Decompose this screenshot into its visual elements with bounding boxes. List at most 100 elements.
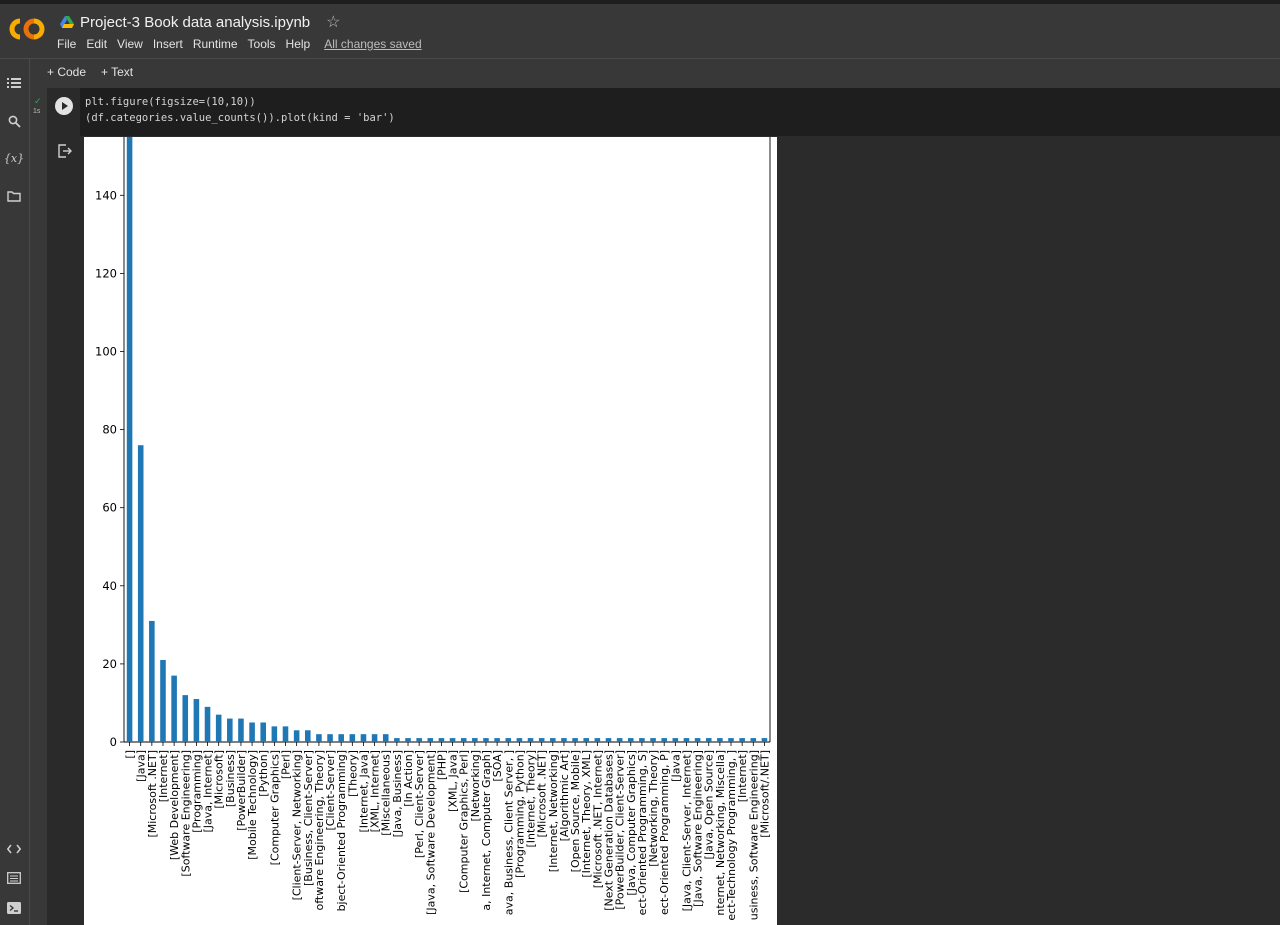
x-tick-label: [Web Development] <box>168 750 181 860</box>
bar <box>249 722 255 742</box>
x-tick-label: [PowerBuilder] <box>235 750 248 831</box>
x-tick-label: [Theory] <box>346 750 359 797</box>
x-tick-label: oftware Engineering, Theory] <box>313 750 326 911</box>
x-tick-label: [Programming] <box>190 750 203 833</box>
toc-icon[interactable] <box>5 74 23 92</box>
bar <box>160 659 166 742</box>
x-tick-label: [Networking] <box>469 750 482 822</box>
menu-view[interactable]: View <box>117 37 143 51</box>
x-tick-label: [Java, Business] <box>391 750 404 837</box>
variables-icon[interactable]: {x} <box>3 151 25 165</box>
x-tick-label: [Microsoft .NET] <box>146 750 159 838</box>
bar <box>694 738 701 742</box>
bar <box>427 738 434 742</box>
menu-edit[interactable]: Edit <box>86 37 108 51</box>
x-tick-label: [Microsoft .NET] <box>536 750 549 838</box>
bar <box>527 738 534 742</box>
bar <box>316 734 322 742</box>
code-snippets-icon[interactable] <box>5 840 23 858</box>
bar <box>338 734 344 742</box>
bar <box>516 738 523 742</box>
drive-icon[interactable] <box>60 16 74 28</box>
x-tick-label: ect-Technology Programming, ] <box>725 750 738 921</box>
bar <box>271 726 278 742</box>
bar <box>572 738 578 742</box>
add-text-button[interactable]: + Text <box>101 65 134 79</box>
search-icon[interactable] <box>5 112 23 130</box>
x-tick-label: [Java, Client-Server, Internet] <box>680 750 693 911</box>
x-tick-label: usiness, Software Engineering] <box>747 750 760 920</box>
menu-tools[interactable]: Tools <box>247 37 276 51</box>
menu-file[interactable]: File <box>57 37 77 51</box>
bar <box>405 738 411 742</box>
bar <box>416 738 422 742</box>
x-tick-label: [Miscellaneous] <box>380 750 393 836</box>
menu-runtime[interactable]: Runtime <box>192 37 238 51</box>
bar <box>149 620 155 742</box>
x-tick-label: [Internet] <box>157 750 170 802</box>
bar <box>382 734 389 742</box>
files-icon[interactable] <box>5 187 23 205</box>
x-tick-label: [Algorithmic Art] <box>558 750 571 841</box>
bar <box>304 730 311 742</box>
bar <box>683 738 690 742</box>
x-tick-label: [In Action] <box>402 750 415 807</box>
bar <box>349 734 356 742</box>
x-tick-label: [Client-Server, Networking] <box>291 750 304 900</box>
x-tick-label: a, Internet, Computer Graph] <box>480 750 493 911</box>
x-tick-label: [] <box>124 750 137 759</box>
code-line: (df.categories.value_counts()).plot(kind… <box>85 112 395 124</box>
menu-help[interactable]: Help <box>285 37 311 51</box>
x-tick-label: [Microsoft/.NET] <box>758 750 771 838</box>
left-sidebar: {x} <box>0 59 30 925</box>
bar <box>739 738 745 742</box>
notebook-title[interactable]: Project-3 Book data analysis.ipynb <box>80 13 311 31</box>
star-icon[interactable]: ☆ <box>326 14 341 31</box>
y-tick-label: 60 <box>102 501 117 515</box>
x-tick-label: [Java, Internet] <box>202 750 215 833</box>
x-tick-label: [Computer Graphics, Perl] <box>458 750 471 893</box>
x-tick-label: [Programming, Python] <box>513 750 526 878</box>
x-tick-label: [XML, Java] <box>447 750 460 812</box>
bar <box>193 699 200 742</box>
notebook-header: Project-3 Book data analysis.ipynb ☆ Fil… <box>0 4 1280 59</box>
menu-insert[interactable]: Insert <box>152 37 183 51</box>
x-tick-label: nternet, Networking, Miscella] <box>714 750 727 916</box>
execution-time: 1s <box>33 108 41 115</box>
x-tick-label: [Python] <box>257 750 270 797</box>
code-editor[interactable]: plt.figure(figsize=(10,10)) (df.categori… <box>80 88 1280 136</box>
x-tick-label: [Internet, Theory] <box>525 750 538 847</box>
bar <box>327 734 333 742</box>
y-tick-label: 40 <box>102 579 117 593</box>
bar <box>483 738 489 742</box>
x-tick-label: [Business] <box>224 750 237 807</box>
bar <box>171 675 177 742</box>
x-tick-label: [Microsoft .NET, Internet] <box>591 750 604 888</box>
plot-output: 0 20 40 60 80 100 120 140[] [Java] [Microsoft .NE… <box>84 137 777 925</box>
terminal-icon[interactable] <box>5 899 23 917</box>
bar <box>238 718 244 742</box>
colab-logo[interactable] <box>8 16 46 42</box>
run-cell-button[interactable] <box>55 97 73 115</box>
bar <box>717 738 723 742</box>
bar <box>750 738 757 742</box>
save-status[interactable]: All changes saved <box>324 37 422 51</box>
bar <box>505 738 512 742</box>
bar <box>182 695 189 742</box>
bar <box>293 730 300 742</box>
command-palette-icon[interactable] <box>5 869 23 887</box>
x-tick-label: [Networking, Theory] <box>647 750 660 867</box>
x-tick-label: [Java, Software Development] <box>424 750 437 915</box>
x-tick-label: [Java] <box>135 750 148 782</box>
add-code-button[interactable]: + Code <box>47 65 87 79</box>
x-tick-label: [Open Source, Mobile] <box>569 750 582 872</box>
bar <box>360 734 367 742</box>
bar <box>204 706 211 742</box>
code-line: plt.figure(figsize=(10,10)) <box>85 96 256 108</box>
output-actions-icon[interactable] <box>58 144 72 158</box>
bar <box>761 738 768 742</box>
bar <box>215 714 222 742</box>
bar <box>538 738 545 742</box>
y-tick-label: 120 <box>95 266 117 280</box>
